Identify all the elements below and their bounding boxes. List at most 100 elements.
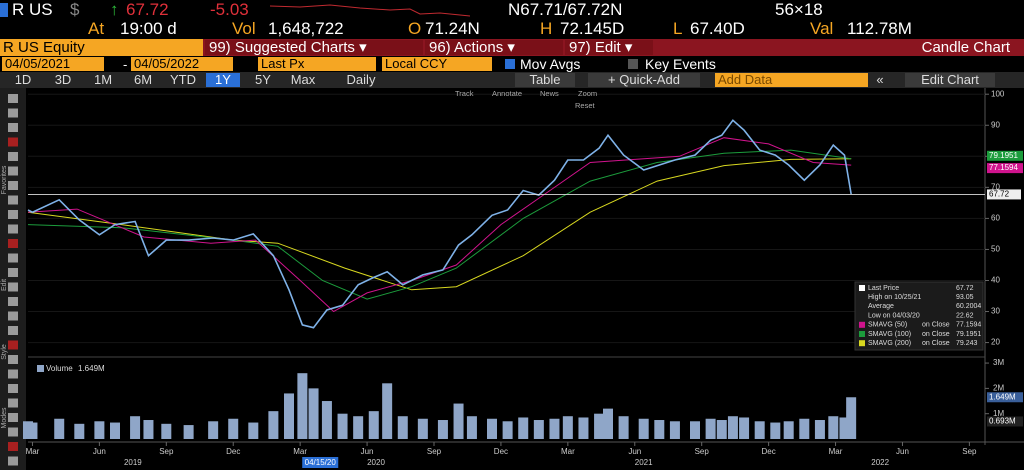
bid-ask: N67.71/67.72N [508,0,623,19]
tool-icon [8,456,18,466]
legend-box [854,281,984,351]
period-button[interactable]: Max [290,72,316,87]
vol-tag [987,416,1023,427]
frequency[interactable]: Daily [346,72,376,87]
y-tick-label: 90 [991,120,1000,129]
tool-icon [8,253,18,263]
change: -5.03 [210,0,249,19]
start-date[interactable]: 04/05/2021 [2,57,104,71]
volume-bar [382,383,393,439]
tag-label: 79.1951 [989,151,1018,160]
x-tick-label: Jun [628,447,641,456]
edit-chart[interactable]: Edit Chart [905,73,995,87]
volume-bar [268,411,279,439]
volume-bar [453,403,464,439]
period-button[interactable]: 5Y [255,72,271,87]
tool-icon [8,326,18,335]
tool-icon [8,137,18,147]
chart-tool: News [540,89,559,98]
x-tick-label: Mar [293,447,307,456]
field[interactable]: Last Px [258,57,376,71]
legend-value: 79.243 [956,340,978,347]
x-tick-label: Dec [226,447,240,456]
tool-icon [8,210,18,219]
security[interactable]: R US Equity [0,39,203,56]
period-button[interactable]: 1Y [206,73,240,87]
legend-label: Last Price [868,285,899,292]
period-button[interactable]: 1M [93,72,113,87]
period-button[interactable]: 1D [14,72,32,87]
menu-button[interactable]: 97) Edit ▾ [565,40,653,55]
tool-icon [8,427,18,437]
volume-bar [739,417,750,439]
volume-bar [417,418,428,439]
stat-value: 72.145D [560,19,625,38]
quick-add[interactable]: + Quick-Add [588,73,700,87]
volume-bar [208,421,219,439]
volume-bar [54,418,65,439]
volume-bar [839,417,850,439]
period-button[interactable]: 3D [54,72,72,87]
volume-bar [799,418,810,439]
checkbox[interactable] [628,59,638,69]
table[interactable]: Table [515,73,575,87]
side-label: Style [1,344,8,360]
collapse[interactable]: « [876,72,884,87]
tag [987,150,1023,161]
option[interactable]: Mov Avgs [520,56,581,72]
volume-bar [487,418,497,439]
volume-bar [654,420,665,439]
tool-icon [8,282,18,292]
volume-bar [727,416,738,439]
volume-bar [161,423,172,439]
x-tick-label: Jun [896,447,909,456]
dash: - [123,57,128,72]
volume-bar [437,420,448,439]
volume-bar [638,418,649,439]
year-label: 2021 [635,458,653,467]
menu-bar: R US Equity 99) Suggested Charts ▾ 96) Ac… [0,39,1024,56]
tool-icon [8,195,18,205]
checkbox[interactable] [505,59,515,69]
stat-value: 1,648,722 [268,19,344,38]
legend-value: 60.2004 [956,303,981,310]
legend-label: Average [868,303,894,310]
volume-bar [502,421,513,439]
chart-tool: Annotate [492,89,522,98]
stat-label: O [408,19,422,38]
legend-swatch [859,331,865,337]
stat-value: 112.78M [847,19,912,38]
tool-icon [8,355,18,364]
side-label: Edit [1,279,8,291]
tool-icon [8,166,18,176]
legend-value: 67.72 [956,285,974,292]
volume-bar [603,408,613,439]
volume-bar [594,413,605,439]
period-button[interactable]: YTD [170,72,196,87]
add-data[interactable]: Add Data [715,73,868,87]
x-tick-label: Mar [561,447,575,456]
volume-bar [466,416,477,439]
end-date[interactable]: 04/05/2022 [131,57,233,71]
stat-label: L [673,19,683,38]
x-tick-label: Dec [494,447,508,456]
currency-select[interactable]: Local CCY [382,57,492,71]
arrow: ↑ [110,0,119,19]
side-label: Favorites [1,165,8,194]
volume-bar [846,397,857,439]
x-tick-label: Sep [695,447,710,456]
option[interactable]: Key Events [645,56,716,72]
volume-bar [183,425,194,439]
tool-icon [8,384,18,393]
ticker: R US [12,0,53,19]
menu-button[interactable]: 99) Suggested Charts ▾ [205,40,423,55]
tag-label: 77.1594 [989,163,1018,172]
volume-bar [828,416,839,439]
volume-bar [690,421,700,439]
period-button[interactable]: 6M [133,72,153,87]
cursor-box [302,457,339,468]
tool-icon [8,239,18,248]
menu-button[interactable]: 96) Actions ▾ [425,40,563,55]
sparkline [270,4,470,17]
